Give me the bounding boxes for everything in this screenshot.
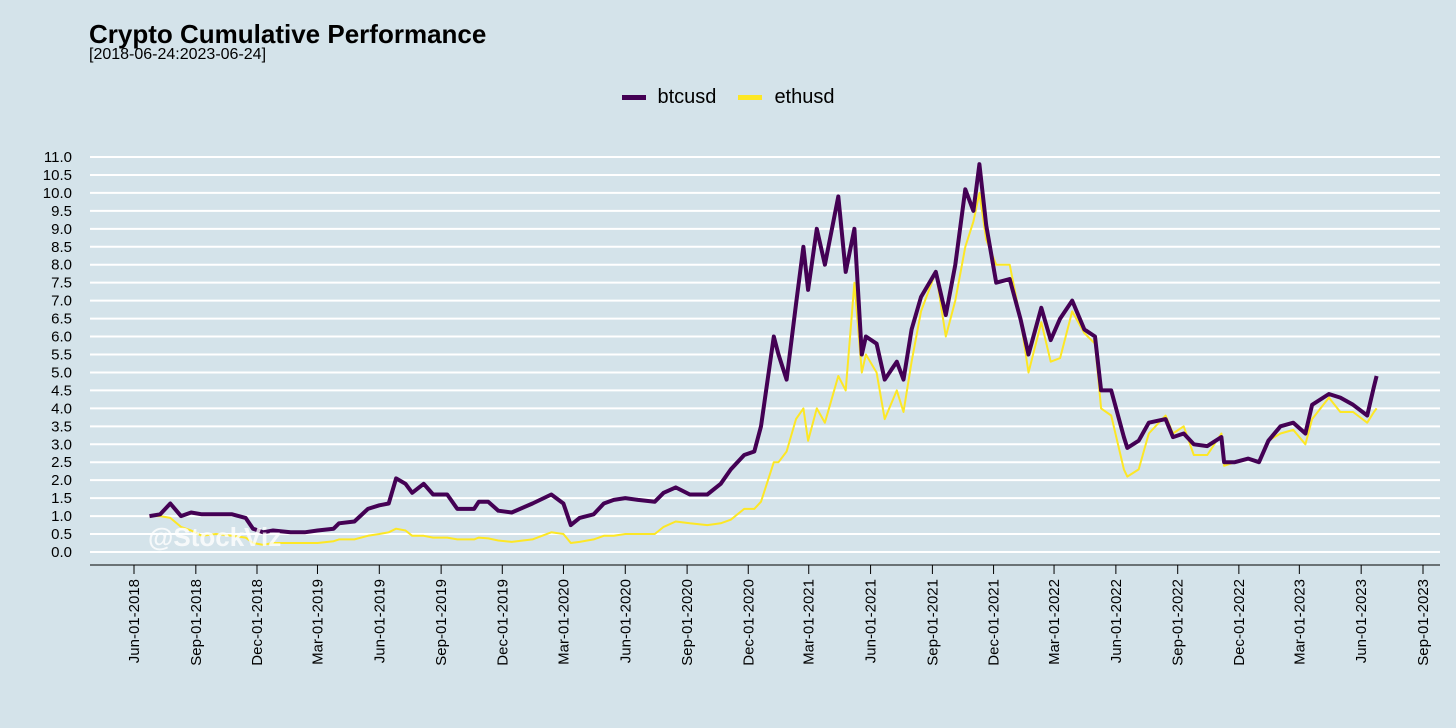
legend-item-ethusd: ethusd	[738, 86, 835, 109]
y-tick-label: 7.0	[51, 293, 72, 310]
x-tick-label: Dec-01-2021	[986, 579, 1003, 666]
chart-subtitle: [2018-06-24:2023-06-24]	[89, 46, 267, 63]
legend-item-btcusd: btcusd	[621, 86, 717, 109]
y-tick-label: 1.5	[51, 490, 72, 507]
x-tick-label: Jun-01-2020	[617, 579, 634, 663]
legend: btcusd ethusd	[0, 86, 1456, 109]
x-tick-label: Dec-01-2022	[1231, 579, 1248, 666]
chart-title: Crypto Cumulative Performance	[89, 19, 487, 49]
y-tick-label: 7.5	[51, 275, 72, 292]
x-tick-label: Dec-01-2020	[740, 579, 757, 666]
y-tick-label: 6.0	[51, 329, 72, 346]
x-tick-label: Mar-01-2021	[801, 579, 818, 665]
y-tick-label: 1.0	[51, 508, 72, 525]
x-tick-label: Mar-01-2023	[1291, 579, 1308, 665]
y-tick-label: 4.0	[51, 400, 72, 417]
x-tick-label: Sep-01-2018	[188, 579, 205, 666]
legend-swatch-btcusd	[621, 95, 646, 100]
y-tick-label: 10.5	[43, 167, 72, 184]
x-tick-label: Jun-01-2023	[1353, 579, 1370, 663]
x-tick-label: Sep-01-2019	[433, 579, 450, 666]
y-tick-label: 2.0	[51, 472, 72, 489]
x-tick-label: Jun-01-2022	[1108, 579, 1125, 663]
y-tick-label: 5.5	[51, 347, 72, 364]
x-tick-label: Sep-01-2022	[1170, 579, 1187, 666]
x-tick-label: Sep-01-2020	[679, 579, 696, 666]
y-tick-label: 3.0	[51, 436, 72, 453]
y-tick-label: 4.5	[51, 382, 72, 399]
x-tick-label: Sep-01-2021	[924, 579, 941, 666]
legend-label-btcusd: btcusd	[657, 86, 717, 108]
x-tick-label: Jun-01-2018	[126, 579, 143, 663]
y-tick-label: 5.0	[51, 364, 72, 381]
y-tick-label: 11.0	[44, 149, 72, 166]
x-tick-label: Dec-01-2018	[249, 579, 266, 666]
series-line-btcusd	[149, 162, 1379, 535]
x-tick-label: Jun-01-2019	[371, 579, 388, 663]
y-tick-label: 2.5	[51, 454, 72, 471]
x-tick-label: Mar-01-2019	[309, 579, 326, 665]
y-tick-label: 8.5	[51, 239, 72, 256]
x-tick-label: Jun-01-2021	[863, 579, 880, 663]
y-tick-label: 9.0	[51, 221, 72, 238]
y-tick-label: 0.5	[51, 526, 72, 543]
watermark: @StockViz	[148, 522, 281, 552]
series-line-ethusd	[149, 191, 1378, 546]
y-tick-label: 6.5	[51, 311, 72, 328]
y-tick-label: 3.5	[51, 418, 72, 435]
y-tick-label: 8.0	[51, 257, 72, 274]
y-tick-label: 9.5	[51, 203, 72, 220]
legend-swatch-ethusd	[738, 95, 763, 100]
y-tick-label: 0.0	[51, 544, 72, 561]
legend-label-ethusd: ethusd	[774, 86, 835, 108]
x-tick-label: Mar-01-2022	[1046, 579, 1063, 665]
x-tick-label: Mar-01-2020	[555, 579, 572, 665]
x-tick-label: Dec-01-2019	[494, 579, 511, 666]
x-tick-label: Sep-01-2023	[1415, 579, 1432, 666]
y-tick-label: 10.0	[43, 185, 72, 202]
